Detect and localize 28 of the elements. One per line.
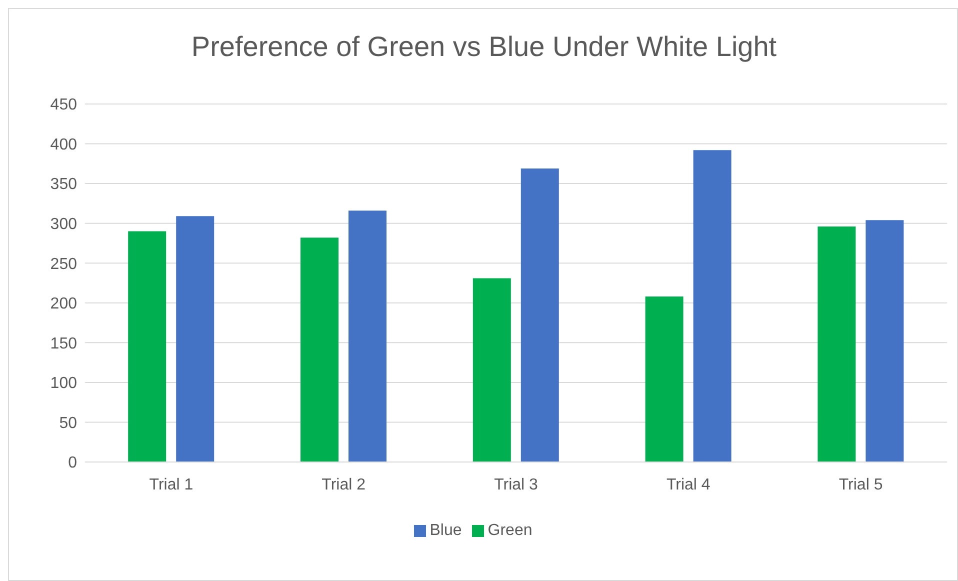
y-tick-label: 300 — [50, 216, 78, 234]
y-tick-label: 150 — [50, 335, 78, 352]
bar — [645, 296, 684, 462]
bar — [866, 220, 904, 462]
bar — [693, 150, 732, 462]
y-tick-label: 250 — [50, 256, 78, 273]
bar — [300, 238, 338, 462]
x-tick-label: Trial 1 — [149, 476, 194, 494]
x-tick-label: Trial 5 — [838, 476, 883, 494]
bar — [348, 210, 386, 462]
x-tick-label: Trial 4 — [666, 476, 710, 494]
bar — [128, 231, 166, 462]
y-tick-label: 0 — [68, 454, 78, 472]
legend-label: Green — [488, 522, 532, 539]
y-tick-label: 100 — [50, 375, 78, 392]
y-tick-label: 400 — [50, 136, 78, 154]
bar — [176, 216, 214, 462]
bar — [472, 278, 511, 462]
y-tick-label: 200 — [50, 296, 78, 313]
legend-label: Blue — [430, 522, 462, 539]
bar — [520, 168, 559, 462]
chart-title: Preference of Green vs Blue Under White Light — [190, 31, 778, 63]
bar — [818, 226, 856, 462]
y-tick-label: 350 — [50, 176, 78, 194]
x-tick-label: Trial 3 — [494, 476, 538, 494]
y-tick-label: 450 — [50, 96, 78, 114]
x-tick-label: Trial 2 — [322, 476, 366, 494]
y-tick-label: 50 — [59, 414, 78, 432]
